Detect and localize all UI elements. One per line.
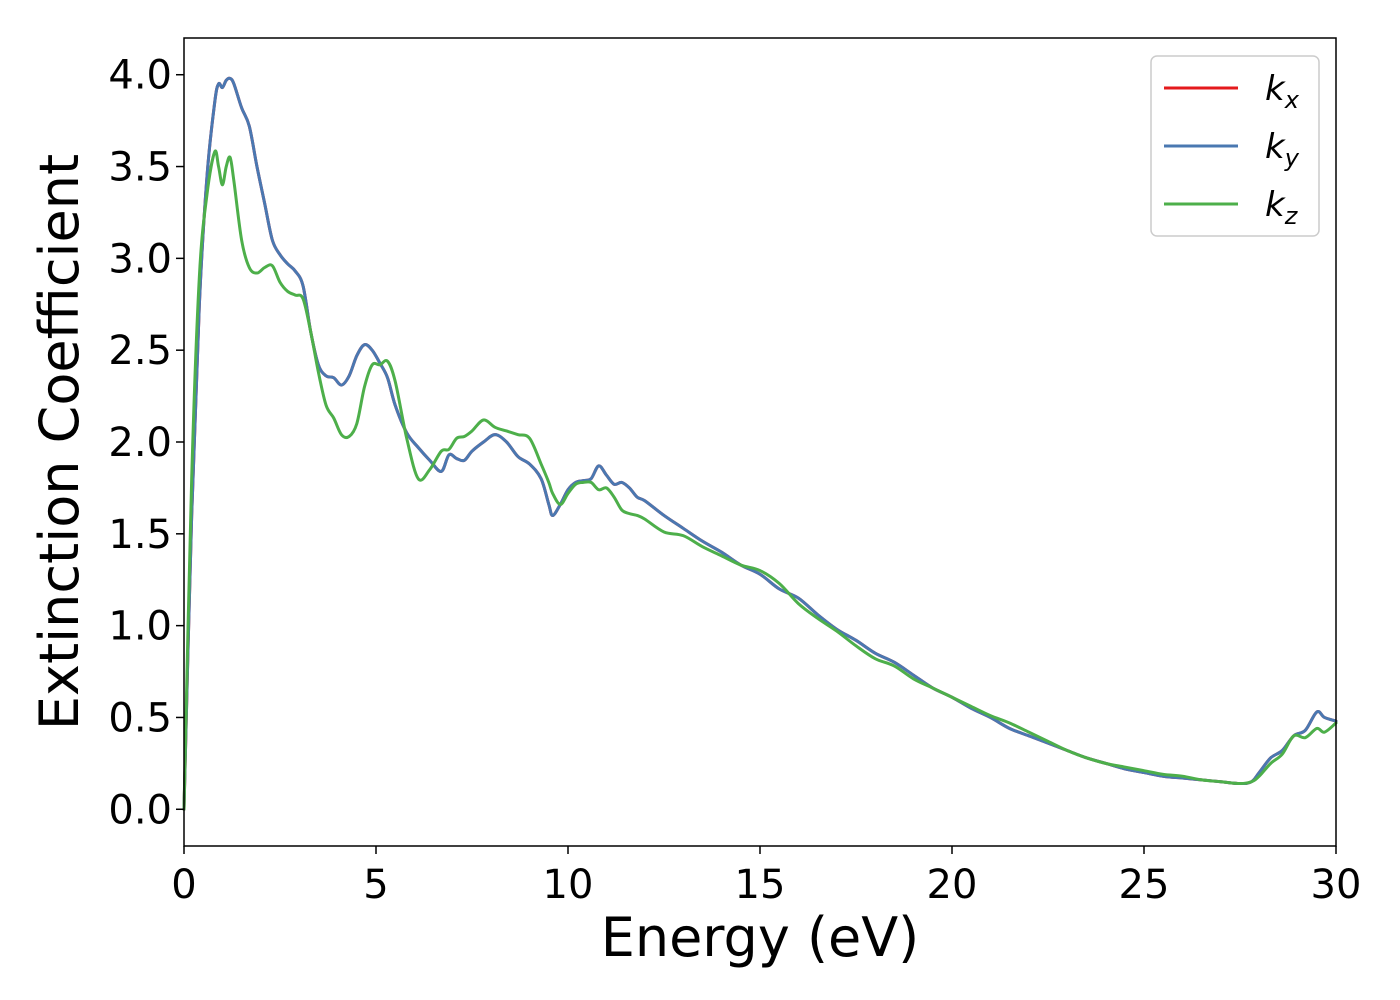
y-tick-label: 0.0	[108, 787, 172, 833]
x-axis-label: Energy (eV)	[601, 906, 920, 969]
x-tick-label: 10	[543, 862, 594, 908]
x-tick-label: 0	[171, 862, 196, 908]
y-tick-label: 3.5	[108, 145, 172, 191]
y-tick-label: 3.0	[108, 236, 172, 282]
series-layer	[182, 76, 1338, 811]
x-tick-label: 15	[735, 862, 786, 908]
y-axis-ticks: 0.0 0.5 1.0 1.5 2.0 2.5 3.0 3.5 4.0	[108, 53, 184, 833]
x-tick-label: 30	[1311, 862, 1362, 908]
x-tick-label: 20	[927, 862, 978, 908]
y-tick-label: 4.0	[108, 53, 172, 99]
x-tick-label: 25	[1119, 862, 1170, 908]
series-line-k-z	[182, 149, 1338, 811]
x-axis-ticks: 0 5 10 15 20 25 30	[171, 846, 1361, 908]
y-tick-label: 2.5	[108, 328, 172, 374]
y-axis-label: Extinction Coefficient	[28, 154, 91, 730]
y-tick-label: 1.5	[108, 512, 172, 558]
legend-label-k-y: ky	[1265, 127, 1300, 172]
plot-area	[184, 38, 1336, 846]
y-tick-label: 2.0	[108, 420, 172, 466]
x-tick-label: 5	[363, 862, 388, 908]
y-tick-label: 0.5	[108, 695, 172, 741]
y-tick-label: 1.0	[108, 604, 172, 650]
